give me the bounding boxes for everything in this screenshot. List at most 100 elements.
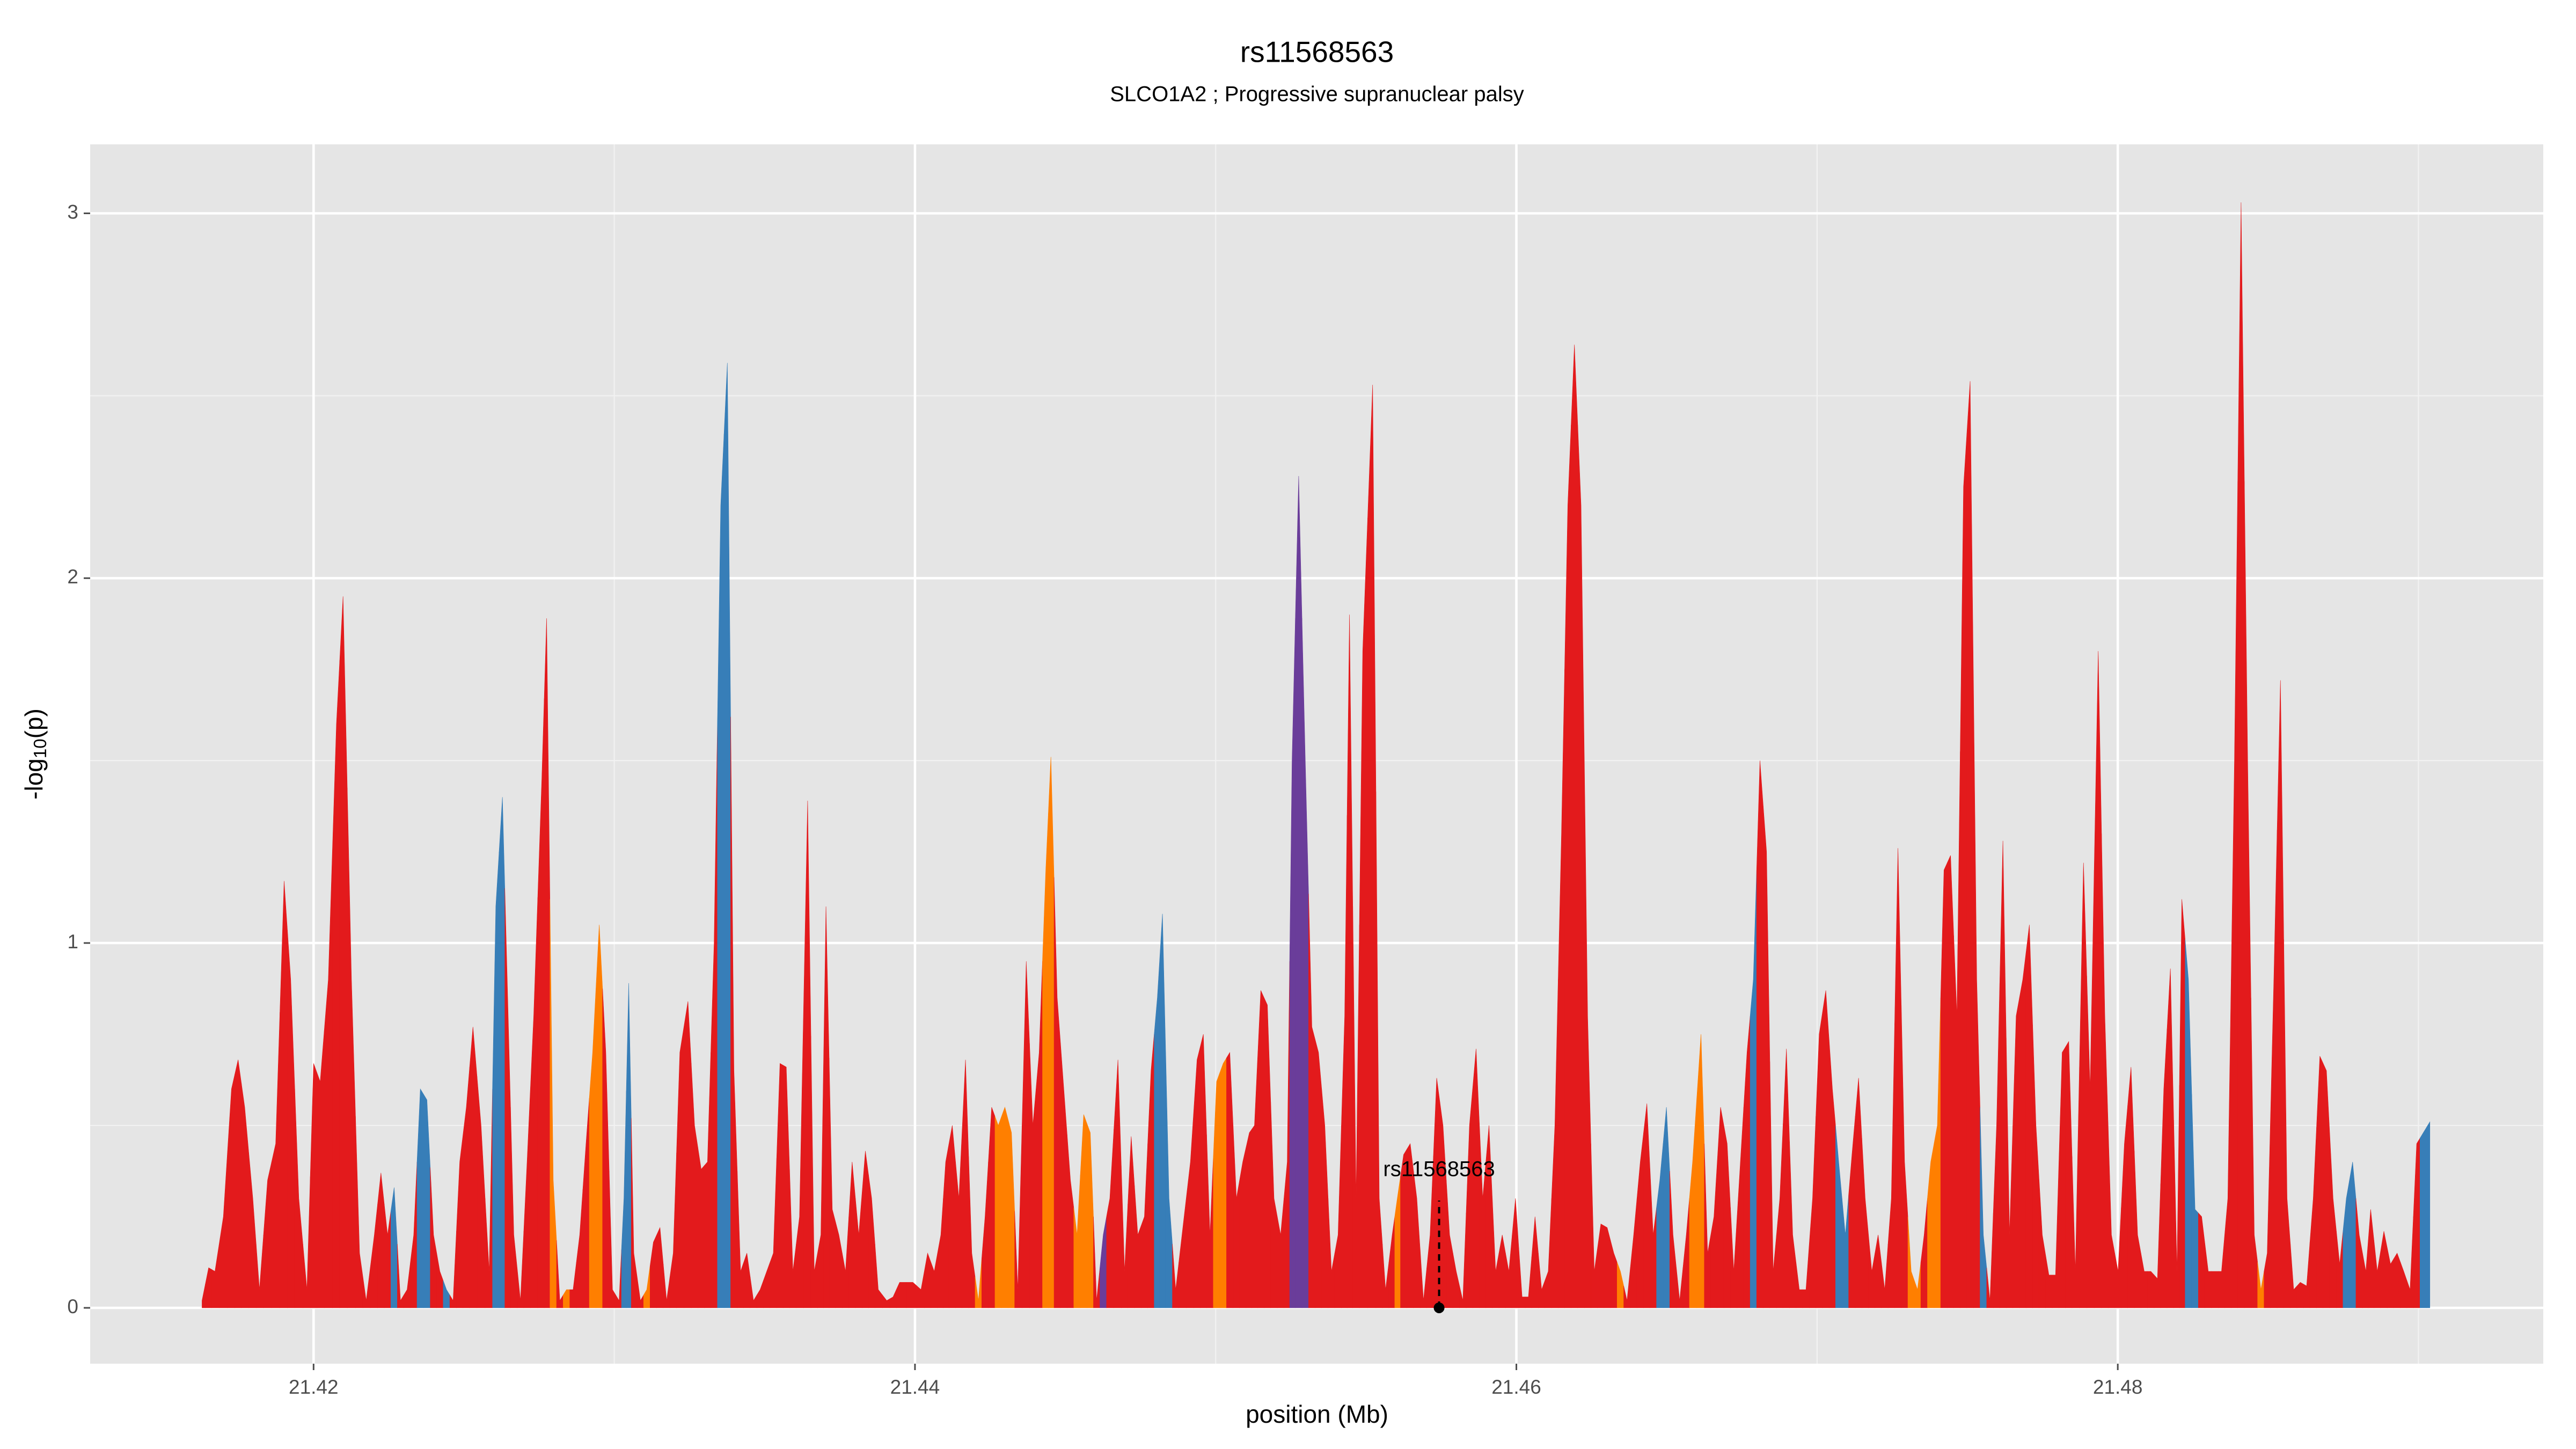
area-segment [1466,1087,1473,1308]
area-segment [684,1001,692,1308]
area-segment [537,698,545,1308]
area-segment [2419,1126,2427,1308]
area-segment [504,888,511,1308]
area-segment [1067,1135,1074,1308]
area-segment [1743,1016,1751,1308]
area-segment [1128,1136,1135,1308]
area-segment [1042,813,1049,1308]
area-segment [2127,1067,2135,1308]
area-segment [1769,1062,1777,1308]
area-segment [1328,1198,1335,1308]
area-segment [931,1253,938,1308]
area-segment [339,596,348,1308]
area-segment [1564,425,1571,1308]
area-segment [1704,1144,1711,1308]
area-segment [906,1282,917,1308]
area-segment [1382,1243,1389,1308]
area-segment [1604,1225,1611,1308]
area-segment [1165,1056,1173,1308]
area-segment [2025,925,2033,1308]
area-segment [1352,906,1360,1308]
area-segment [1359,518,1368,1308]
area-segment [550,899,557,1308]
area-segment [1159,913,1166,1308]
area-segment [485,1089,493,1308]
area-segment [1246,1128,1253,1308]
area-segment [1375,792,1383,1308]
area-segment [889,1289,897,1308]
area-segment [1737,1107,1744,1308]
area-segment [248,1153,257,1308]
area-segment [377,1173,385,1308]
area-segment [968,1156,976,1308]
area-segment [1367,384,1377,1308]
area-segment [1907,1217,1915,1308]
area-segment [609,1171,616,1308]
area-segment [2012,998,2020,1308]
area-segment [862,1151,869,1308]
area-segment [423,1094,431,1308]
area-segment [1901,1005,1908,1308]
area-segment [2251,998,2258,1308]
area-segment [2257,1262,2265,1308]
area-segment [1419,1249,1427,1308]
area-segment [855,1192,862,1308]
area-segment [1194,1046,1201,1308]
area-segment [896,1282,906,1308]
area-segment [1301,618,1309,1308]
area-segment [1219,1057,1227,1308]
area-segment [1730,1208,1738,1308]
area-segment [602,989,610,1308]
area-segment [391,1187,398,1308]
area-segment [776,1063,784,1308]
area-segment [235,1059,242,1308]
area-segment [303,1176,311,1308]
area-segment [324,852,333,1308]
area-segment [271,1012,280,1308]
area-segment [1802,1243,1810,1308]
area-segment [2374,1240,2381,1308]
area-segment [1927,1144,1935,1308]
area-segment [255,1234,264,1308]
area-segment [2309,1127,2317,1308]
area-segment [211,1243,219,1308]
area-segment [2179,899,2185,1308]
area-segment [2087,870,2095,1308]
area-segment [1750,870,1757,1308]
area-segment [1577,425,1585,1308]
area-segment [730,716,738,1308]
area-segment [1689,1098,1697,1308]
area-segment [1828,1040,1836,1308]
area-segment [1439,1101,1447,1308]
area-segment [1881,1243,1889,1308]
area-segment [750,1277,757,1308]
area-segment [1080,1114,1087,1308]
area-segment [1656,1144,1664,1308]
area-segment [1459,1213,1467,1308]
area-segment [2343,1180,2350,1308]
area-segment [1473,1049,1480,1308]
area-segment [430,1167,437,1308]
area-segment [1321,1089,1329,1308]
area-segment [1121,1165,1128,1308]
area-segment [1643,1103,1650,1308]
area-segment [576,1189,583,1308]
area-segment [1947,855,1954,1308]
area-segment [1213,1072,1220,1308]
area-segment [1835,1125,1842,1308]
area-segment [1763,806,1770,1308]
area-segment [1239,1147,1247,1308]
area-segment [1966,381,1974,1308]
area-segment [416,1088,424,1308]
area-segment [962,1059,969,1308]
area-segment [955,1129,963,1308]
area-segment [1525,1256,1532,1308]
area-segment [2284,939,2291,1308]
area-segment [1315,1040,1322,1308]
area-segment [510,1107,517,1308]
area-segment [1855,1078,1862,1308]
area-segment [2290,1243,2297,1308]
annotation-point [1433,1302,1445,1313]
area-segment [2045,1255,2053,1308]
